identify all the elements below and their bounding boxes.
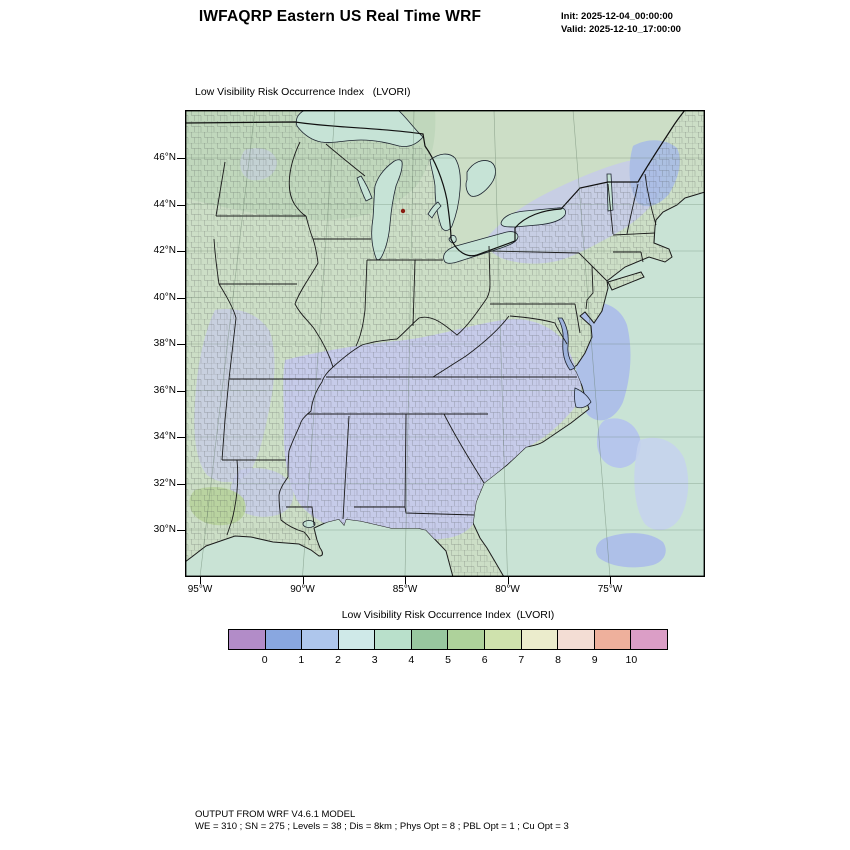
lat-tick-label: 44°N bbox=[153, 198, 176, 210]
lon-tick-mark bbox=[405, 577, 407, 584]
lat-tick-label: 32°N bbox=[153, 477, 176, 489]
lat-tick-mark bbox=[177, 437, 185, 439]
colorbar-cell bbox=[410, 629, 449, 650]
lat-tick-mark bbox=[177, 297, 185, 299]
georgian-bay bbox=[465, 160, 496, 197]
lat-tick-label: 42°N bbox=[153, 245, 176, 256]
lat-tick-mark bbox=[177, 251, 185, 253]
colorbar-cells bbox=[228, 629, 668, 650]
colorbar-cell bbox=[264, 629, 303, 650]
station-marker bbox=[400, 208, 406, 214]
colorbar-tick-label: 8 bbox=[555, 654, 561, 666]
national-border bbox=[184, 109, 686, 257]
state-boundaries bbox=[213, 141, 657, 541]
lake-champlain bbox=[606, 173, 614, 212]
lat-tick-mark bbox=[177, 204, 185, 206]
colorbar-tick-label: 3 bbox=[371, 654, 378, 666]
map-subtitle: Low Visibility Risk Occurrence Index (LV… bbox=[195, 86, 411, 98]
colorbar-tick-label: 4 bbox=[408, 654, 415, 666]
footer-model-line: OUTPUT FROM WRF V4.6.1 MODEL bbox=[195, 809, 356, 820]
colorbar-cell bbox=[630, 629, 668, 650]
colorbar-tick-label: 10 bbox=[625, 654, 638, 666]
lat-tick-mark bbox=[177, 158, 185, 160]
colorbar-tick-label: 6 bbox=[481, 654, 488, 666]
colorbar-title: Low Visibility Risk Occurrence Index (LV… bbox=[341, 609, 555, 621]
lat-tick-label: 30°N bbox=[153, 524, 176, 535]
lon-tick-mark bbox=[200, 577, 202, 584]
lon-tick-mark bbox=[507, 577, 509, 584]
valid-timestamp: Valid: 2025-12-10_17:00:00 bbox=[561, 24, 681, 35]
green-bay bbox=[356, 175, 373, 202]
colorbar-tick-label: 1 bbox=[298, 654, 305, 666]
lake-erie bbox=[443, 231, 519, 264]
colorbar-tick-label: 7 bbox=[518, 654, 525, 666]
colorbar-cell bbox=[447, 629, 486, 650]
lat-tick-label: 40°N bbox=[153, 291, 176, 303]
colorbar-cell bbox=[228, 629, 266, 650]
colorbar-cell bbox=[520, 629, 559, 650]
lon-tick-label: 75°W bbox=[597, 584, 623, 595]
lon-tick-label: 80°W bbox=[495, 584, 520, 595]
lake-ontario bbox=[500, 207, 566, 228]
lat-tick-label: 34°N bbox=[153, 431, 176, 442]
lon-tick-mark bbox=[302, 577, 304, 584]
colorbar-tick-label: 5 bbox=[445, 654, 451, 666]
lat-tick-label: 46°N bbox=[153, 152, 176, 163]
graticule bbox=[185, 109, 705, 578]
map-canvas bbox=[184, 109, 706, 578]
map-border bbox=[184, 109, 705, 578]
lat-tick-label: 36°N bbox=[153, 384, 176, 396]
colorbar-ticks: 0 1 2 3 4 5 6 7 8 9 10 bbox=[228, 654, 668, 668]
lon-tick-label: 85°W bbox=[392, 584, 418, 595]
colorbar-cell bbox=[301, 629, 339, 650]
colorbar-cell bbox=[337, 629, 376, 650]
lake-michigan bbox=[371, 159, 403, 261]
colorbar-tick-label: 2 bbox=[335, 654, 341, 666]
saginaw-bay bbox=[427, 201, 442, 219]
colorbar-tick-label: 9 bbox=[591, 654, 598, 666]
lat-tick-mark bbox=[177, 390, 185, 392]
lat-tick-mark bbox=[177, 483, 185, 485]
colorbar-cell bbox=[557, 629, 595, 650]
colorbar-cell bbox=[484, 629, 522, 650]
colorbar-cell bbox=[374, 629, 412, 650]
lat-tick-label: 38°N bbox=[153, 338, 176, 349]
footer-config-line: WE = 310 ; SN = 275 ; Levels = 38 ; Dis … bbox=[195, 821, 569, 832]
colorbar-cell bbox=[593, 629, 632, 650]
pamlico-sound bbox=[573, 387, 592, 409]
page-title: IWFAQRP Eastern US Real Time WRF bbox=[198, 8, 482, 25]
lat-tick-mark bbox=[177, 530, 185, 532]
lon-tick-mark bbox=[610, 577, 612, 584]
lat-tick-mark bbox=[177, 344, 185, 346]
colorbar-tick-label: 0 bbox=[261, 654, 268, 666]
init-timestamp: Init: 2025-12-04_00:00:00 bbox=[561, 11, 673, 22]
lon-tick-label: 95°W bbox=[187, 584, 213, 595]
lon-tick-label: 90°W bbox=[290, 584, 315, 595]
lvori-map bbox=[184, 109, 706, 578]
